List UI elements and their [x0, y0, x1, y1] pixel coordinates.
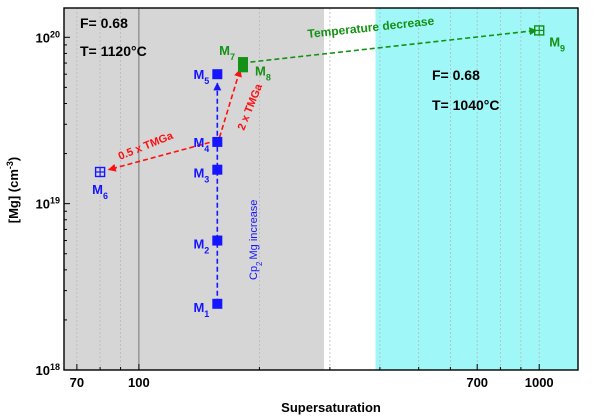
y-tick-label: 1019 — [36, 196, 60, 212]
point-M3 — [212, 164, 223, 175]
point-label-M9: M9 — [549, 34, 565, 53]
y-axis-title: [Mg] (cm-3) — [5, 157, 21, 224]
point-M4 — [212, 136, 223, 147]
x-tick-label: 700 — [466, 375, 488, 390]
y-tick-label: 1018 — [36, 362, 60, 378]
right-region-t-label: T= 1040°C — [432, 97, 499, 113]
point-M7 — [238, 57, 249, 68]
cp2mg-text-a: Cp — [248, 266, 260, 280]
right-region-f-label: F= 0.68 — [432, 67, 480, 83]
gray-region — [64, 8, 324, 370]
cyan-region — [375, 8, 578, 370]
y-axis-title-main: [Mg] (cm — [6, 169, 21, 223]
y-tick-label: 1020 — [36, 29, 60, 45]
double-tmga-arrow — [218, 68, 242, 138]
cp2mg-sub: 2 — [255, 261, 264, 266]
point-label-M6: M6 — [92, 182, 108, 201]
point-label-M8: M8 — [255, 63, 271, 82]
point-label-M5: M5 — [193, 67, 209, 86]
point-label-M7: M7 — [219, 43, 235, 62]
half-tmga-arrow — [107, 139, 218, 172]
point-M5 — [212, 69, 223, 80]
left-region-t-label: T= 1120°C — [80, 43, 147, 59]
point-label-M2: M2 — [193, 237, 209, 256]
left-region-f-label: F= 0.68 — [80, 15, 128, 31]
point-label-M3: M3 — [193, 166, 209, 185]
y-axis-title-tail: ) — [6, 157, 21, 161]
x-tick-label: 100 — [128, 375, 150, 390]
point-M8 — [238, 62, 249, 73]
point-M9 — [534, 25, 545, 36]
y-axis-title-sup: -3 — [5, 161, 15, 169]
point-M1 — [212, 298, 223, 309]
point-M6 — [94, 166, 106, 178]
point-label-M4: M4 — [193, 135, 209, 154]
x-tick-label: 70 — [70, 375, 84, 390]
cp2mg-increase-label: Cp2Mg increase — [248, 200, 264, 280]
cp2mg-text-b: Mg increase — [248, 200, 260, 260]
point-label-M1: M1 — [193, 300, 209, 319]
x-axis-title: Supersaturation — [281, 400, 381, 415]
x-tick-label: 1000 — [525, 375, 554, 390]
plot-frame — [63, 7, 579, 371]
point-M2 — [212, 235, 223, 246]
